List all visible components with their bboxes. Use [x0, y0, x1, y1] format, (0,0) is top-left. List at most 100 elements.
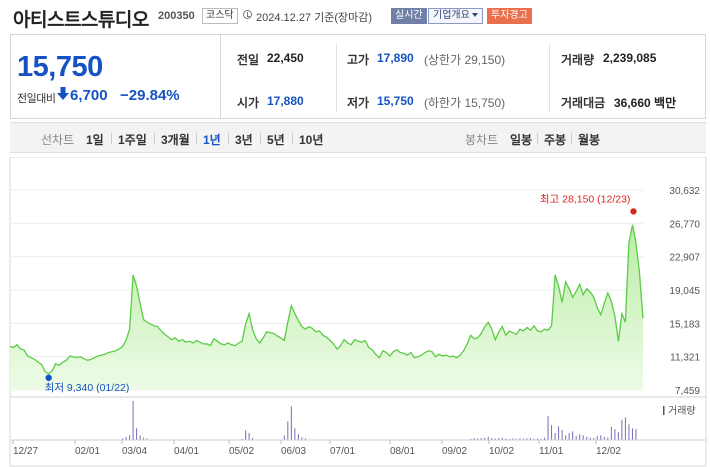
y-tick-label: 11,321 — [670, 353, 700, 364]
volume-bar — [501, 437, 503, 440]
y-tick-label: 30,632 — [669, 186, 700, 197]
max-point-marker — [630, 208, 637, 215]
min-point-marker — [45, 374, 52, 381]
x-tick-label: 02/01 — [75, 446, 100, 457]
x-tick-label: 04/01 — [174, 446, 199, 457]
volume-bar — [631, 428, 633, 440]
price-change: 6,700 — [70, 87, 108, 104]
volume-bar — [565, 435, 567, 440]
volume-bar — [621, 419, 623, 440]
period-1w[interactable]: 1주일 — [118, 133, 147, 147]
trade-amount-label: 거래대금 — [561, 96, 606, 110]
volume-bar — [491, 438, 493, 440]
volume-bar — [287, 421, 289, 440]
period-5y[interactable]: 5년 — [267, 133, 285, 147]
volume-bar — [477, 438, 479, 440]
price-chart[interactable]: 최고 28,150 (12/23) 최저 9,340 (01/22) 30,632… — [0, 157, 710, 467]
volume-bar — [245, 430, 247, 440]
x-tick-label: 09/02 — [442, 446, 467, 457]
volume-bar — [484, 437, 486, 440]
realtime-button[interactable]: 실시간 — [391, 8, 427, 24]
clock-icon — [243, 10, 252, 19]
separator — [537, 133, 538, 144]
volume-bar — [603, 436, 605, 440]
separator — [571, 133, 572, 144]
x-tick-label: 05/02 — [229, 446, 254, 457]
volume-bar — [522, 438, 524, 440]
volume-bar — [558, 426, 560, 440]
investment-warning-badge[interactable]: 투자경고 — [487, 8, 532, 24]
period-selector-bar: 선차트 1일 1주일 3개월 1년 3년 5년 10년 봉차트 일봉 주봉 월봉 — [10, 122, 706, 153]
volume-bar — [301, 437, 303, 440]
stock-code: 200350 — [158, 10, 195, 22]
volume-bar — [551, 425, 553, 440]
volume-bar — [586, 436, 588, 440]
prev-close-label: 전일 — [237, 53, 260, 67]
x-tick-label: 07/01 — [330, 446, 355, 457]
stock-name[interactable]: 아티스트스튜디오 — [13, 10, 149, 31]
volume-bar — [596, 436, 598, 440]
separator — [154, 133, 155, 144]
volume-label: 거래량 — [561, 53, 595, 67]
volume-bar — [480, 438, 482, 440]
volume-value: 2,239,085 — [603, 51, 657, 65]
volume-bar — [519, 438, 521, 440]
column-divider — [336, 44, 337, 112]
y-tick-label: 15,183 — [669, 319, 700, 330]
volume-bar — [241, 438, 243, 440]
volume-bar — [600, 435, 602, 440]
volume-legend-icon — [663, 406, 665, 415]
volume-bar — [529, 438, 531, 440]
volume-bar — [554, 432, 556, 440]
period-10y[interactable]: 10년 — [299, 133, 324, 147]
x-tick-label: 08/01 — [390, 446, 415, 457]
change-vs-label: 전일대비 — [17, 93, 56, 105]
candle-weekly[interactable]: 주봉 — [544, 133, 567, 147]
volume-bar — [136, 428, 138, 440]
period-3y[interactable]: 3년 — [235, 133, 253, 147]
stock-header: 아티스트스튜디오 200350 코스닥 2024.12.27 기준(장마감) 실… — [0, 0, 710, 32]
volume-bar — [498, 438, 500, 440]
period-1d[interactable]: 1일 — [86, 133, 104, 147]
current-price: 15,750 — [17, 51, 103, 83]
low-value: 15,750 — [377, 94, 414, 108]
period-1y[interactable]: 1년 — [203, 133, 221, 147]
volume-bar — [252, 438, 254, 440]
volume-bar — [575, 436, 577, 440]
volume-bar — [561, 429, 563, 440]
period-3m[interactable]: 3개월 — [161, 133, 190, 147]
trade-amount-value: 36,660 백만 — [614, 96, 677, 110]
caret-down-icon — [471, 13, 478, 17]
market-badge: 코스닥 — [202, 8, 238, 24]
volume-bar — [572, 431, 574, 440]
x-tick-label: 12/02 — [596, 446, 621, 457]
volume-bar — [544, 437, 546, 440]
volume-bar — [132, 401, 134, 440]
volume-bar — [139, 435, 141, 440]
price-area-fill — [10, 224, 643, 390]
price-summary-panel: 15,750 전일대비 6,700 −29.84% 전일 22,450 고가 1… — [10, 34, 706, 119]
line-chart-label: 선차트 — [41, 133, 75, 147]
high-value: 17,890 — [377, 51, 414, 65]
volume-bar — [125, 436, 127, 440]
company-overview-dropdown[interactable]: 기업개요 — [428, 8, 483, 24]
separator — [260, 133, 261, 144]
volume-bar — [515, 438, 517, 440]
candle-daily[interactable]: 일봉 — [510, 133, 533, 147]
volume-bar — [593, 438, 595, 440]
volume-bar — [304, 438, 306, 440]
current-price-panel: 15,750 전일대비 6,700 −29.84% — [11, 35, 221, 118]
y-tick-label: 19,045 — [669, 286, 700, 297]
volume-bar — [533, 438, 535, 440]
column-divider — [549, 44, 550, 112]
x-tick-label: 11/01 — [539, 446, 564, 457]
candle-monthly[interactable]: 월봉 — [578, 133, 601, 147]
x-tick-label: 06/03 — [281, 446, 306, 457]
volume-bar — [143, 437, 145, 440]
min-point-label: 최저 9,340 (01/22) — [45, 382, 130, 394]
volume-bar — [283, 435, 285, 440]
y-tick-label: 22,907 — [669, 253, 700, 264]
volume-bar — [537, 438, 538, 440]
volume-bar — [512, 438, 514, 440]
volume-bar — [607, 437, 609, 440]
